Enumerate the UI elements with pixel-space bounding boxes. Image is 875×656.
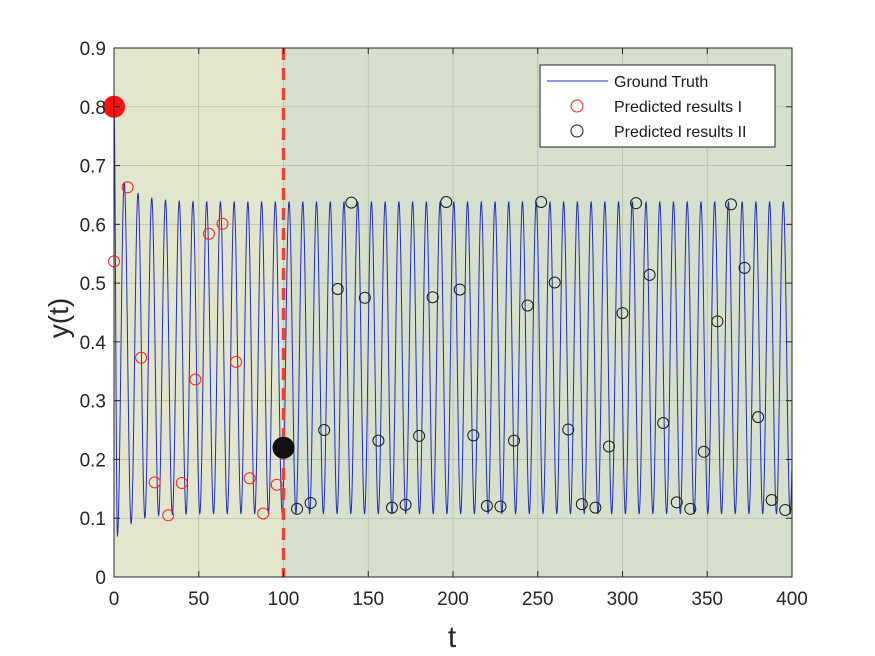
predicted-ii-marker bbox=[697, 445, 710, 458]
predicted-ii-marker bbox=[738, 261, 751, 274]
predicted-i-marker bbox=[202, 227, 215, 240]
predicted-i-marker bbox=[148, 476, 161, 489]
predicted-ii-marker bbox=[670, 496, 683, 509]
predicted-markers bbox=[108, 181, 792, 522]
predicted-ii-marker bbox=[331, 282, 344, 295]
predicted-ii-marker bbox=[616, 307, 629, 320]
predicted-i-marker bbox=[216, 217, 229, 230]
x-tick-label: 350 bbox=[691, 589, 723, 610]
predicted-ii-marker bbox=[467, 429, 480, 442]
predicted-ii-marker bbox=[508, 434, 521, 447]
y-tick-label: 0.4 bbox=[80, 333, 107, 354]
predicted-ii-marker bbox=[711, 315, 724, 328]
x-axis-label: t bbox=[448, 621, 457, 654]
predicted-ii-marker bbox=[413, 429, 426, 442]
y-axis-label: y(t) bbox=[43, 298, 74, 338]
ground-truth-series bbox=[113, 106, 793, 538]
predicted-ii-marker bbox=[630, 197, 643, 210]
predicted-ii-marker bbox=[494, 500, 507, 513]
predicted-i-marker bbox=[270, 478, 283, 491]
y-tick-label: 0 bbox=[95, 568, 106, 589]
y-tick-labels: 0 0.1 0.2 0.3 0.4 0.5 0.6 0.7 0.8 0.9 bbox=[80, 39, 107, 589]
predicted-ii-marker bbox=[765, 494, 778, 507]
predicted-i-marker bbox=[189, 373, 202, 386]
predicted-ii-marker bbox=[480, 499, 493, 512]
predicted-i-marker bbox=[162, 509, 175, 522]
y-tick-label: 0.5 bbox=[80, 274, 106, 295]
predicted-i-marker bbox=[257, 507, 270, 520]
predicted-ii-marker bbox=[426, 291, 439, 304]
x-tick-label: 100 bbox=[268, 589, 300, 610]
predicted-ii-marker bbox=[453, 283, 466, 296]
x-tick-label: 250 bbox=[522, 589, 554, 610]
predicted-ii-marker bbox=[318, 424, 331, 437]
predicted-ii-marker bbox=[304, 496, 317, 509]
legend-label: Ground Truth bbox=[614, 74, 708, 91]
predicted-ii-marker bbox=[589, 501, 602, 514]
predicted-ii-marker bbox=[752, 411, 765, 424]
predicted-ii-marker bbox=[440, 195, 453, 208]
predicted-ii-marker bbox=[562, 423, 575, 436]
x-tick-label: 150 bbox=[352, 589, 384, 610]
predicted-ii-marker bbox=[779, 503, 792, 516]
x-tick-label: 300 bbox=[607, 589, 639, 610]
legend: Ground Truth Predicted results I Predicted… bbox=[539, 64, 776, 148]
predicted-ii-marker bbox=[657, 417, 670, 430]
predicted-ii-marker bbox=[385, 501, 398, 514]
y-tick-label: 0.7 bbox=[80, 157, 106, 178]
predicted-ii-marker bbox=[291, 502, 304, 515]
predicted-ii-marker bbox=[521, 299, 534, 312]
x-tick-label: 200 bbox=[437, 589, 469, 610]
legend-label: Predicted results I bbox=[614, 99, 742, 116]
y-tick-label: 0.3 bbox=[80, 392, 106, 413]
predicted-ii-marker bbox=[575, 498, 588, 511]
ground-truth-line bbox=[113, 106, 793, 538]
x-tick-label: 50 bbox=[188, 589, 209, 610]
x-tick-label: 0 bbox=[109, 589, 120, 610]
predicted-ii-marker bbox=[684, 502, 697, 515]
predicted-ii-marker bbox=[345, 196, 358, 209]
predicted-ii-marker bbox=[535, 195, 548, 208]
predicted-ii-marker bbox=[372, 434, 385, 447]
predicted-ii-marker bbox=[643, 268, 656, 281]
y-tick-label: 0.1 bbox=[80, 509, 106, 530]
predicted-i-marker bbox=[230, 355, 243, 368]
legend-box bbox=[539, 64, 776, 148]
predicted-ii-marker bbox=[358, 291, 371, 304]
y-tick-label: 0.2 bbox=[80, 450, 106, 471]
predicted-ii-marker bbox=[399, 498, 412, 511]
y-tick-label: 0.8 bbox=[80, 98, 106, 119]
y-tick-label: 0.6 bbox=[80, 215, 106, 236]
predicted-i-marker bbox=[121, 181, 134, 194]
x-tick-label: 400 bbox=[776, 589, 808, 610]
legend-label: Predicted results II bbox=[614, 124, 747, 141]
x-tick-labels: 0 50 100 150 200 250 300 350 400 bbox=[109, 589, 808, 610]
predicted-ii-marker bbox=[548, 276, 561, 289]
legend-marker-swatch bbox=[570, 99, 584, 113]
legend-marker-swatch bbox=[570, 124, 584, 138]
predicted-i-marker bbox=[175, 476, 188, 489]
predicted-ii-marker bbox=[602, 440, 615, 453]
axes-frame bbox=[113, 47, 793, 578]
predicted-i-marker bbox=[243, 472, 256, 485]
predicted-ii-marker bbox=[724, 198, 737, 211]
predicted-i-marker bbox=[135, 351, 148, 364]
switch-point-marker bbox=[272, 436, 295, 459]
highlight-points bbox=[103, 95, 295, 459]
y-tick-label: 0.9 bbox=[80, 39, 106, 60]
